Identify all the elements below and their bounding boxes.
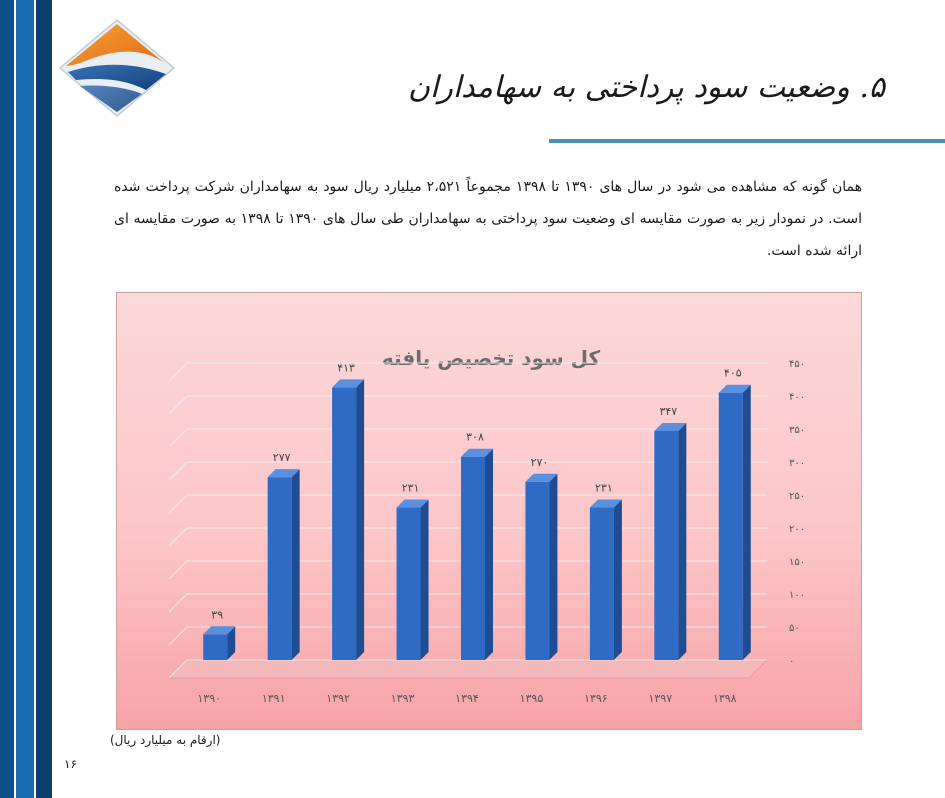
company-logo: [58, 19, 176, 117]
y-tick-label: ۱۰۰: [789, 590, 805, 601]
bar-top: [654, 422, 687, 431]
bar-front: [203, 634, 228, 660]
bar-value-label: ۳۹: [211, 608, 223, 621]
y-tick-label: ۳۵۰: [789, 425, 805, 436]
chart-container: کل سود تخصیص یافته ۰ ۵۰ ۱۰۰ ۱۵۰ ۲۰۰ ۲۵۰ ۳۰۰ ۳۵۰…: [116, 292, 862, 730]
bar-value-label: ۲۷۷: [273, 451, 291, 464]
bar: ۲۳۱: [396, 482, 429, 660]
bar-front: [654, 430, 679, 660]
bar-side: [227, 626, 236, 660]
y-tick-label: ۵۰: [789, 623, 800, 634]
bar-top: [267, 469, 300, 478]
gridline-depth: [168, 626, 188, 646]
x-axis-categories: ۱۳۹۰ ۱۳۹۱ ۱۳۹۲ ۱۳۹۳ ۱۳۹۴ ۱۳۹۵ ۱۳۹۶ ۱۳۹۷ ۱۳۹۸: [197, 692, 736, 705]
y-tick-label: ۰: [789, 656, 794, 667]
bar: ۳۴۷: [654, 405, 687, 660]
bar-top: [525, 473, 558, 482]
gridline-depth: [168, 659, 188, 679]
gridline-depth: [168, 428, 188, 448]
gridline-depth: [168, 461, 188, 481]
x-category-label: ۱۳۹۸: [713, 692, 737, 705]
bar: ۲۷۰: [525, 456, 558, 660]
gridline-depth: [168, 395, 188, 415]
y-tick-label: ۲۰۰: [789, 524, 805, 535]
x-category-label: ۱۳۹۰: [197, 692, 221, 705]
bar-front: [332, 387, 357, 660]
bar: ۳۰۸: [461, 431, 493, 660]
bar: ۳۹: [203, 608, 236, 660]
bar-value-label: ۳۴۷: [659, 405, 677, 418]
gridline-depth: [168, 494, 188, 514]
bar-side: [742, 384, 751, 660]
bar-value-label: ۲۳۱: [595, 482, 613, 495]
y-tick-label: ۳۰۰: [789, 458, 805, 469]
y-tick-label: ۱۵۰: [789, 557, 805, 568]
bar-side: [420, 499, 429, 660]
bar-side: [613, 499, 622, 660]
bar-side: [678, 422, 687, 660]
gridline-depth: [168, 362, 188, 382]
bar-top: [203, 626, 236, 635]
x-category-label: ۱۳۹۵: [520, 692, 544, 705]
bar-front: [718, 392, 743, 660]
bar: ۴۱۳: [332, 361, 365, 660]
unit-note: (ارقام به میلیارد ریال): [110, 733, 221, 747]
page-number: ۱۶: [64, 757, 77, 771]
bar-side: [356, 379, 365, 660]
x-category-label: ۱۳۹۴: [455, 692, 479, 705]
bar: ۲۳۱: [589, 482, 622, 660]
y-tick-label: ۴۵۰: [789, 359, 805, 370]
gridline-depth: [168, 560, 188, 580]
x-category-label: ۱۳۹۳: [391, 692, 415, 705]
x-category-label: ۱۳۹۲: [326, 692, 350, 705]
bar-front: [396, 507, 421, 660]
gridline-depth: [168, 527, 188, 547]
bar-top: [332, 379, 365, 388]
x-category-label: ۱۳۹۶: [584, 692, 608, 705]
bar-value-label: ۴۰۵: [724, 367, 742, 380]
page-title: ۵. وضعیت سود پرداختی به سهامداران: [407, 70, 885, 105]
bar-side: [485, 448, 493, 660]
bar-value-label: ۲۷۰: [531, 456, 549, 469]
body-paragraph: همان گونه که مشاهده می شود در سال های ۱۳…: [114, 179, 862, 259]
left-decorative-band: [0, 0, 52, 798]
bar-chart: کل سود تخصیص یافته ۰ ۵۰ ۱۰۰ ۱۵۰ ۲۰۰ ۲۵۰ ۳۰۰ ۳۵۰…: [168, 346, 805, 705]
bar-front: [525, 481, 550, 660]
bar-top: [461, 448, 493, 457]
title-underline: [549, 139, 945, 143]
chart-floor: [168, 659, 768, 679]
bar-top: [396, 499, 429, 508]
bar-front: [589, 507, 614, 660]
x-category-label: ۱۳۹۱: [262, 692, 286, 705]
y-axis-ticks: ۰ ۵۰ ۱۰۰ ۱۵۰ ۲۰۰ ۲۵۰ ۳۰۰ ۳۵۰ ۴۰۰ ۴۵۰: [789, 359, 805, 667]
bar-side: [291, 469, 300, 660]
bar: ۲۷۷: [267, 451, 300, 660]
x-category-label: ۱۳۹۷: [649, 692, 673, 705]
chart-title: کل سود تخصیص یافته: [382, 346, 601, 370]
bar-top: [718, 384, 751, 393]
bar-front: [267, 477, 292, 660]
y-tick-label: ۴۰۰: [789, 392, 805, 403]
bar-value-label: ۲۳۱: [402, 482, 420, 495]
bar-value-label: ۳۰۸: [466, 431, 484, 444]
y-tick-label: ۲۵۰: [789, 491, 805, 502]
bars: ۳۹ ۲۷۷ ۴۱۳ ۲۳۱ ۳۰۸ ۲۷۰ ۲۳۱ ۳۴۷ ۴۰۵: [203, 361, 751, 660]
gridline-depth: [168, 593, 188, 613]
bar-top: [589, 499, 622, 508]
bar-side: [549, 473, 558, 660]
bar-front: [461, 456, 485, 660]
bar: ۴۰۵: [718, 367, 751, 660]
bar-value-label: ۴۱۳: [337, 361, 355, 374]
